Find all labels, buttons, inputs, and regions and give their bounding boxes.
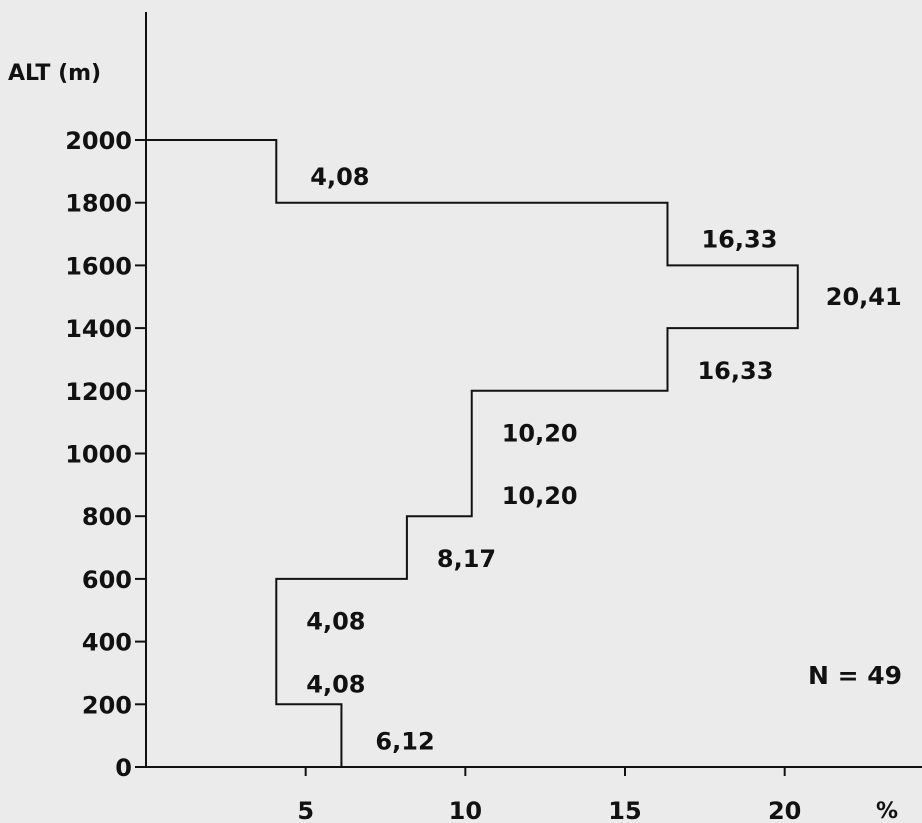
y-tick-label: 2000 — [65, 127, 132, 155]
bin-value-label: 16,33 — [697, 357, 773, 385]
x-axis-title: % — [876, 799, 898, 823]
bin-value-label: 4,08 — [306, 670, 365, 698]
y-tick-group: 0 200 400 600 800 1000 1200 1400 1600 1800 2000 — [65, 127, 146, 782]
y-tick-label: 800 — [82, 503, 132, 531]
bin-value-label: 6,12 — [375, 727, 434, 755]
x-tick-label: 5 — [297, 797, 314, 823]
y-tick-label: 200 — [82, 691, 132, 719]
y-axis-title: ALT (m) — [8, 61, 101, 86]
bin-value-label: 4,08 — [306, 608, 365, 636]
bin-value-label: 16,33 — [701, 226, 777, 254]
x-tick-label: 20 — [768, 797, 801, 823]
x-tick-label: 10 — [449, 797, 482, 823]
sample-size-annotation: N = 49 — [808, 661, 902, 690]
y-tick-label: 0 — [115, 754, 132, 782]
y-tick-label: 1200 — [65, 378, 132, 406]
bin-value-label: 10,20 — [502, 482, 578, 510]
y-tick-label: 400 — [82, 629, 132, 657]
x-tick-group: 5 10 15 20 — [297, 767, 801, 823]
y-tick-label: 1600 — [65, 252, 132, 280]
bin-value-label: 4,08 — [310, 163, 369, 191]
bin-value-label: 8,17 — [437, 545, 496, 573]
y-tick-label: 600 — [82, 566, 132, 594]
data-label-group: 6,12 4,08 4,08 8,17 10,20 10,20 16,33 20,41 16,3… — [306, 163, 901, 755]
y-tick-label: 1000 — [65, 441, 132, 469]
y-tick-label: 1800 — [65, 190, 132, 218]
bin-value-label: 10,20 — [502, 420, 578, 448]
histogram-step-outline — [146, 139, 799, 767]
y-tick-label: 1400 — [65, 315, 132, 343]
bin-value-label: 20,41 — [826, 283, 902, 311]
x-tick-label: 15 — [608, 797, 641, 823]
